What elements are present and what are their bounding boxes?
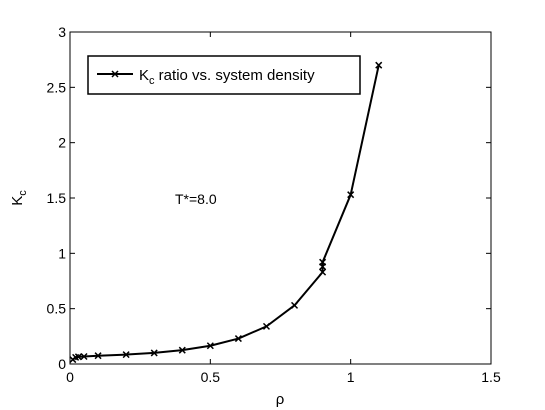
y-tick-label: 0.5 xyxy=(47,301,67,317)
legend-label-rest: ratio vs. system density xyxy=(155,67,316,84)
x-tick-label: 1.5 xyxy=(481,369,501,385)
data-point xyxy=(94,352,102,360)
data-point xyxy=(234,335,242,343)
data-point xyxy=(262,322,270,330)
y-tick-label: 1 xyxy=(58,245,66,261)
data-point xyxy=(150,349,158,357)
data-point xyxy=(375,61,383,69)
data-point xyxy=(206,342,214,350)
legend-label: Kc ratio vs. system density xyxy=(139,67,315,87)
axis-ticks xyxy=(69,31,492,365)
svg-text:Kc: Kc xyxy=(9,190,29,206)
legend-label-main: K xyxy=(139,67,149,84)
y-tick-label: 2.5 xyxy=(47,79,67,95)
data-point xyxy=(319,258,327,266)
x-axis-label: ρ xyxy=(276,391,285,408)
legend-marker xyxy=(111,70,119,78)
data-point xyxy=(80,352,88,361)
x-tick-label: 0 xyxy=(66,369,74,385)
annotation-text: T*=8.0 xyxy=(175,191,217,207)
y-axis-label: Kc xyxy=(9,190,29,206)
data-point xyxy=(74,353,82,361)
x-tick-label: 0.5 xyxy=(201,369,221,385)
legend-label-sub: c xyxy=(149,75,155,87)
legend-box xyxy=(87,55,361,95)
y-tick-label: 1.5 xyxy=(47,190,67,206)
x-tick-label: 1 xyxy=(347,369,355,385)
x-tick-labels: 0 0.5 1 1.5 xyxy=(66,369,501,385)
y-tick-labels: 0 0.5 1 1.5 2 2.5 3 xyxy=(47,24,67,372)
series-layer xyxy=(69,61,383,364)
y-tick-label: 3 xyxy=(58,24,66,40)
data-point xyxy=(319,268,327,276)
y-axis-label-sub: c xyxy=(17,190,29,196)
data-point xyxy=(291,301,299,309)
data-point xyxy=(347,191,355,199)
y-axis-label-main: K xyxy=(9,196,26,206)
data-point xyxy=(178,346,186,354)
data-point xyxy=(122,351,130,359)
y-tick-label: 0 xyxy=(58,356,66,372)
y-tick-label: 2 xyxy=(58,135,66,151)
legend: Kc ratio vs. system density xyxy=(87,55,361,95)
